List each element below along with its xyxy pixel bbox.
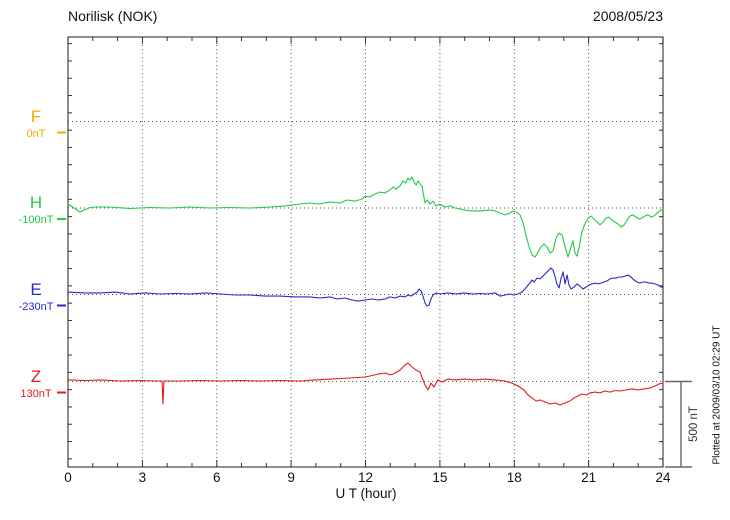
channel-baseline-H: -100nT — [18, 214, 54, 226]
trace-E — [67, 267, 664, 307]
channel-label-Z: Z 130nT — [4, 368, 68, 400]
plotted-timestamp: Plotted at 2009/03/10 02:29 UT — [711, 325, 723, 465]
channel-letter-H: H — [29, 193, 43, 212]
channel-baseline-E: -230nT — [18, 300, 54, 313]
channel-letter-F: F — [30, 106, 42, 126]
x-tick-label: 12 — [357, 470, 374, 485]
x-tick-label: 18 — [506, 470, 522, 485]
channel-baseline-F: 0nT — [26, 127, 46, 140]
x-axis-label: U T (hour) — [335, 486, 397, 501]
channel-label-E: E -230nT — [4, 281, 68, 313]
x-tick-label: 15 — [432, 470, 448, 485]
plot-date: 2008/05/23 — [592, 8, 663, 24]
channel-label-H: H -100nT — [4, 194, 68, 226]
x-tick-label: 6 — [212, 470, 221, 485]
channel-letter-E: E — [30, 279, 42, 299]
trace-Z — [67, 362, 664, 406]
station-title: Norilisk (NOK) — [68, 8, 158, 24]
channel-label-F: F 0nT — [4, 108, 68, 140]
x-tick-label: 21 — [581, 470, 597, 485]
x-tick-label: 0 — [64, 470, 72, 485]
trace-H — [67, 176, 664, 258]
x-tick-label: 24 — [655, 470, 671, 485]
channel-baseline-Z: 130nT — [20, 387, 52, 400]
channel-letter-Z: Z — [30, 366, 42, 386]
x-tick-label: 9 — [287, 470, 295, 485]
x-tick-label: 3 — [138, 470, 147, 485]
scale-bar-label: 500 nT — [688, 406, 700, 442]
